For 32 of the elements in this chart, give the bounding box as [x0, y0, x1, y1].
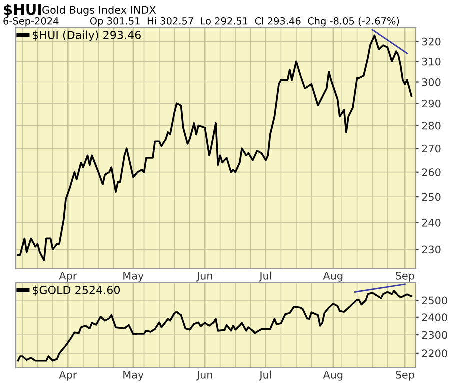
x-tick-label: Sep	[396, 272, 414, 282]
y-tick-label: 280	[422, 122, 441, 130]
y-tick-label: 270	[422, 144, 441, 153]
chart-title: $HUI	[4, 4, 42, 18]
x-tick-label: Aug	[323, 371, 343, 381]
y-tick-label: 310	[422, 58, 441, 66]
y-tick-label: 2400	[422, 314, 448, 322]
y-tick-label: 290	[422, 100, 441, 108]
y-tick-label: 230	[422, 246, 441, 254]
x-tick-label: May	[124, 272, 144, 282]
x-tick-label: Apr	[59, 371, 78, 381]
legend-label: $HUI (Daily) 293.46	[33, 30, 141, 42]
text: Op 301.51 Hi 302.57 Lo 292.51 Cl 293.46 Chg -8.05 (-2.67%)	[90, 17, 400, 27]
y-tick-label: 250	[422, 193, 441, 202]
y-tick-label: 2300	[422, 331, 448, 340]
x-tick-label: Sep	[396, 370, 414, 381]
y-tick-label: 2500	[422, 296, 448, 305]
y-tick-label: 2200	[422, 350, 448, 358]
x-tick-label: Jun	[196, 371, 212, 381]
y-tick-label: 320	[422, 38, 441, 46]
x-tick-label: Jul	[259, 370, 272, 381]
chart-subtitle: Gold Bugs Index INDX	[42, 6, 156, 16]
x-tick-label: May	[124, 371, 144, 381]
x-tick-label: Jul	[259, 272, 272, 282]
y-tick-label: 240	[422, 218, 441, 227]
x-tick-label: Jun	[196, 272, 212, 282]
x-tick-label: Apr	[59, 272, 78, 282]
legend-label: $GOLD 2524.60	[33, 286, 120, 296]
y-tick-label: 300	[422, 78, 441, 86]
text: 6-Sep-2024	[4, 17, 59, 27]
y-tick-label: 260	[422, 168, 441, 176]
x-tick-label: Aug	[323, 272, 343, 282]
